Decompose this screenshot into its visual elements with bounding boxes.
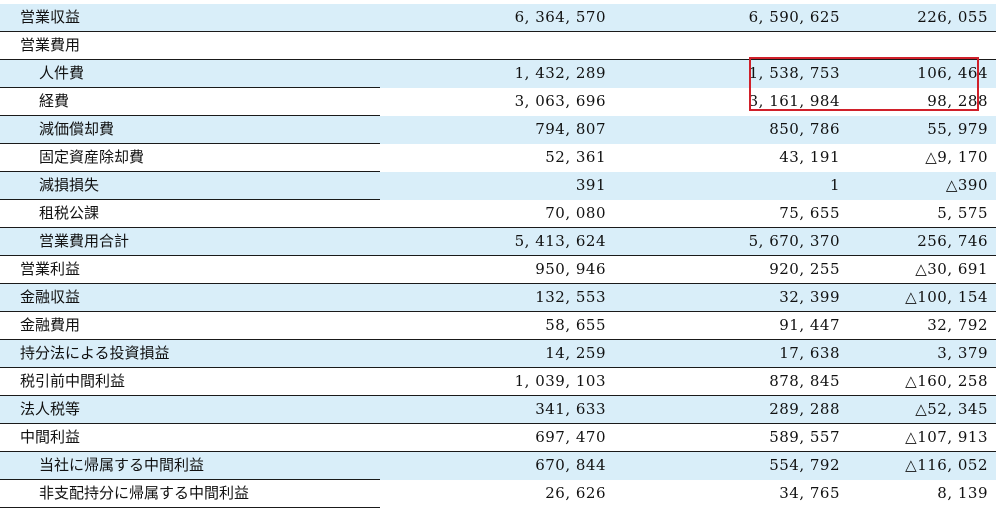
value-cell-b: 17, 638 [610,339,844,368]
table-row: 法人税等 341, 633 289, 288 △52, 345 [0,395,996,424]
value-cell-diff: 32, 792 [844,311,996,340]
value-cell-b: 1 [610,171,844,200]
value-cell-a: 6, 364, 570 [380,4,610,32]
row-label: 営業費用 [0,31,380,60]
table-row: 減価償却費 794, 807 850, 786 55, 979 [0,115,996,144]
value-cell-b: 3, 161, 984 [748,92,840,110]
table-row: 非支配持分に帰属する中間利益 26, 626 34, 765 8, 139 [0,479,996,508]
value-cell-a: 794, 807 [380,115,610,144]
value-cell-a: 26, 626 [545,484,606,502]
value-cell-diff: △107, 913 [844,423,996,452]
value-cell-a: 697, 470 [380,423,610,452]
value-cell-diff: 8, 139 [937,484,988,502]
value-cell-a: 58, 655 [380,311,610,340]
financial-statement-body: 営業収益 6, 364, 570 6, 590, 625 226, 055 営業費用 人件… [0,4,996,508]
value-cell-a [380,31,610,60]
value-cell-diff: 5, 575 [937,203,988,222]
row-label: 営業費用合計 [0,227,380,256]
row-label: 減損損失 [0,171,380,200]
value-cell-a: 341, 633 [380,395,610,424]
table-row: 金融収益 132, 553 32, 399 △100, 154 [0,283,996,312]
value-cell-b: 589, 557 [610,423,844,452]
value-cell-b: 878, 845 [610,367,844,396]
value-cell-diff: 55, 979 [844,115,996,144]
table-row: 持分法による投資損益 14, 259 17, 638 3, 379 [0,339,996,368]
value-cell-b: 289, 288 [610,395,844,424]
value-cell-a: 3, 063, 696 [514,92,606,110]
row-label: 経費 [0,87,380,116]
value-cell-diff: △100, 154 [844,283,996,312]
row-label: 税引前中間利益 [0,367,380,396]
table-row: 営業収益 6, 364, 570 6, 590, 625 226, 055 [0,4,996,32]
value-cell-b [610,31,844,60]
value-cell-a: 52, 361 [545,148,606,166]
value-cell-diff [844,31,996,60]
table-row: 中間利益 697, 470 589, 557 △107, 913 [0,423,996,452]
row-label: 減価償却費 [0,115,380,144]
value-cell-diff: △160, 258 [844,367,996,396]
value-cell-a: 132, 553 [380,283,610,312]
row-label: 租税公課 [0,199,380,228]
value-cell-b: 850, 786 [610,115,844,144]
value-cell-b: 554, 792 [610,451,844,480]
value-cell-b: 5, 670, 370 [610,227,844,256]
value-cell-diff: 256, 746 [844,227,996,256]
value-cell-b: 75, 655 [779,203,840,222]
row-label: 固定資産除却費 [0,143,380,172]
value-cell-b: 34, 765 [779,484,840,502]
value-cell-a: 5, 413, 624 [380,227,610,256]
row-label: 人件費 [0,59,380,88]
value-cell-b: 1, 538, 753 [610,59,844,88]
row-label: 金融収益 [0,283,380,312]
row-label: 法人税等 [0,395,380,424]
row-label: 非支配持分に帰属する中間利益 [0,479,380,508]
row-label: 当社に帰属する中間利益 [0,451,380,480]
row-label: 金融費用 [0,311,380,340]
value-cell-b: 6, 590, 625 [610,4,844,32]
value-cell-diff: △116, 052 [844,451,996,480]
value-cell-diff: 98, 288 [927,92,988,110]
table-row: 営業費用合計 5, 413, 624 5, 670, 370 256, 746 [0,227,996,256]
value-cell-diff: 3, 379 [844,339,996,368]
value-cell-diff: 226, 055 [844,4,996,32]
value-cell-a: 950, 946 [380,255,610,284]
value-cell-b: 32, 399 [610,283,844,312]
value-cell-a: 14, 259 [380,339,610,368]
value-cell-b: 91, 447 [610,311,844,340]
value-cell-diff: △390 [844,171,996,200]
value-cell-a: 391 [380,171,610,200]
value-cell-a: 670, 844 [380,451,610,480]
row-label: 営業収益 [0,4,380,32]
table-row: 当社に帰属する中間利益 670, 844 554, 792 △116, 052 [0,451,996,480]
row-label: 営業利益 [0,255,380,284]
financial-statement-table: 営業収益 6, 364, 570 6, 590, 625 226, 055 営業費用 人件… [0,4,996,508]
table-row: 減損損失 391 1 △390 [0,171,996,200]
table-row: 営業利益 950, 946 920, 255 △30, 691 [0,255,996,284]
value-cell-diff: △9, 170 [925,148,988,166]
value-cell-b: 43, 191 [779,148,840,166]
row-label: 持分法による投資損益 [0,339,380,368]
table-row: 営業費用 [0,31,996,60]
value-cell-a: 1, 432, 289 [380,59,610,88]
row-label: 中間利益 [0,423,380,452]
value-cell-diff: 106, 464 [844,59,996,88]
value-cell-a: 70, 080 [545,203,606,222]
table-row: 金融費用 58, 655 91, 447 32, 792 [0,311,996,340]
value-cell-diff: △30, 691 [844,255,996,284]
value-cell-diff: △52, 345 [844,395,996,424]
value-cell-b: 920, 255 [610,255,844,284]
table-row: 税引前中間利益 1, 039, 103 878, 845 △160, 258 [0,367,996,396]
table-row: 租税公課 70, 080 75, 655 5, 575 [0,199,996,228]
table-row: 経費 3, 063, 696 3, 161, 984 98, 288 [0,87,996,116]
value-cell-a: 1, 039, 103 [380,367,610,396]
table-row: 固定資産除却費 52, 361 43, 191 △9, 170 [0,143,996,172]
table-row: 人件費 1, 432, 289 1, 538, 753 106, 464 [0,59,996,88]
